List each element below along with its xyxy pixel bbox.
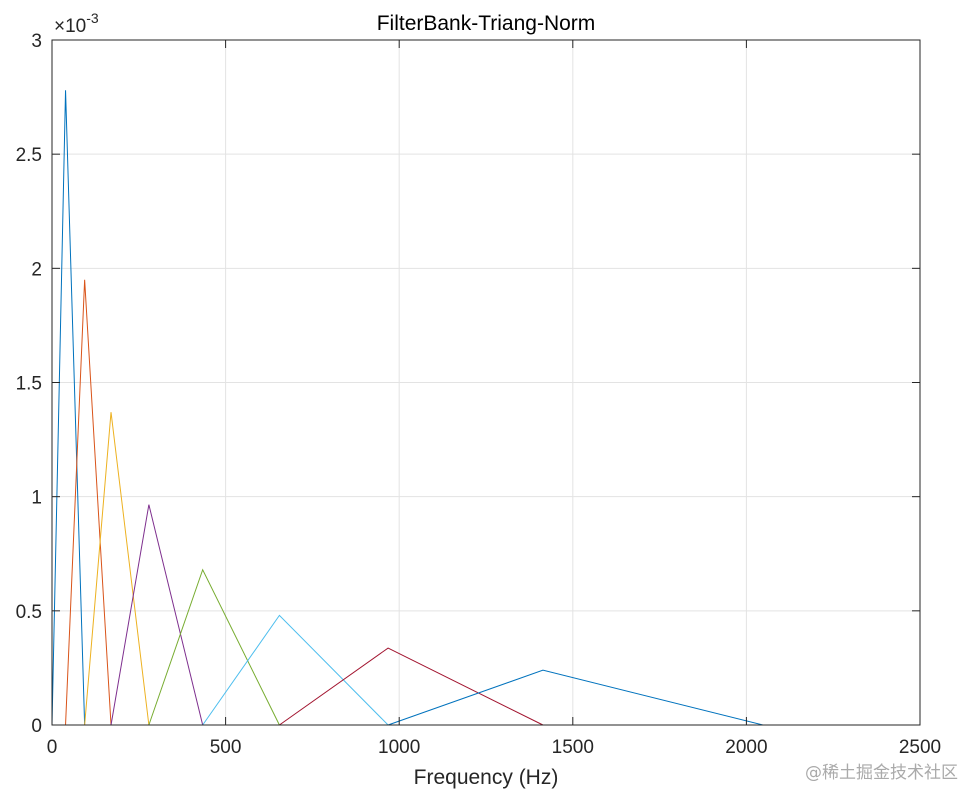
watermark: @稀土掘金技术社区 — [805, 763, 958, 783]
x-tick-label: 2500 — [899, 737, 941, 758]
series-lines — [51, 90, 920, 726]
y-tick-label: 1.5 — [16, 374, 42, 395]
y-tick-label: 0.5 — [16, 602, 42, 623]
x-tick-label: 0 — [47, 737, 58, 758]
filter-5-line — [148, 568, 280, 726]
x-tick-label: 2000 — [725, 737, 767, 758]
filter-8-line — [387, 669, 764, 726]
ticks: 0 500 1000 1500 2000 2500 0 0.5 1 1.5 2 2.5 3 — [16, 31, 942, 758]
filter-3-line — [84, 412, 150, 726]
filter-4-line — [110, 504, 204, 726]
filter-6-line — [202, 614, 389, 726]
y-tick-label: 2.5 — [16, 145, 42, 166]
y-tick-label: 0 — [31, 716, 42, 737]
chart-title: FilterBank-Triang-Norm — [377, 12, 596, 35]
y-exponent-base: ×10 — [54, 16, 86, 37]
filter-7-line — [279, 647, 544, 726]
y-exponent: ×10-3 — [54, 10, 99, 37]
y-tick-label: 2 — [31, 259, 42, 280]
y-exponent-power: -3 — [86, 10, 99, 26]
x-tick-label: 1500 — [552, 737, 594, 758]
filter-1-line — [51, 90, 86, 726]
x-axis-label: Frequency (Hz) — [414, 766, 559, 789]
y-tick-label: 1 — [31, 488, 42, 509]
y-tick-label: 3 — [31, 31, 42, 52]
filter-2-line — [65, 279, 112, 726]
x-tick-label: 500 — [210, 737, 242, 758]
x-tick-label: 1000 — [378, 737, 420, 758]
grid — [51, 39, 921, 726]
